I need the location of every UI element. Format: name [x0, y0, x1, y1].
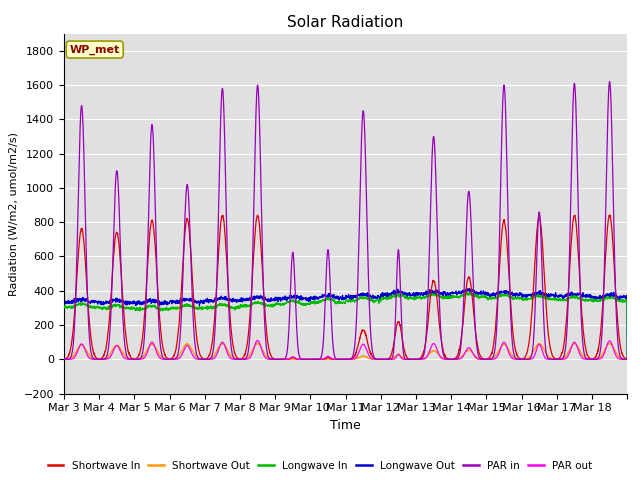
X-axis label: Time: Time — [330, 419, 361, 432]
Legend: Shortwave In, Shortwave Out, Longwave In, Longwave Out, PAR in, PAR out: Shortwave In, Shortwave Out, Longwave In… — [44, 456, 596, 475]
Y-axis label: Radiation (W/m2, umol/m2/s): Radiation (W/m2, umol/m2/s) — [8, 132, 18, 296]
Title: Solar Radiation: Solar Radiation — [287, 15, 404, 30]
Text: WP_met: WP_met — [70, 44, 120, 55]
